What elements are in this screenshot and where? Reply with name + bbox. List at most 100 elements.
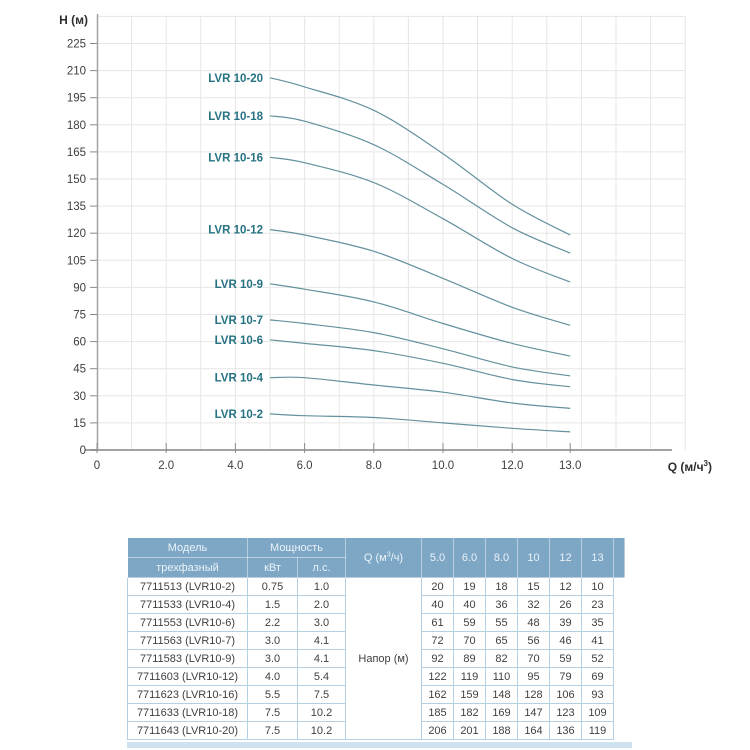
head-value-cell: 72	[421, 631, 454, 650]
table-footer-strip	[127, 742, 632, 748]
head-value-cell: 206	[421, 721, 454, 740]
kw-cell: 0.75	[247, 577, 298, 596]
model-cell: 7711643 (LVR10-20)	[127, 721, 248, 740]
y-tick-label: 225	[67, 39, 86, 51]
hp-cell: 4.1	[297, 631, 346, 650]
y-tick-label: 105	[67, 255, 86, 267]
head-value-cell: 12	[549, 577, 582, 596]
head-value-cell: 92	[421, 649, 454, 668]
head-value-cell: 109	[581, 703, 614, 722]
curve-lvr-10-9	[269, 283, 571, 357]
model-cell: 7711533 (LVR10-4)	[127, 595, 248, 614]
model-cell: 7711623 (LVR10-16)	[127, 685, 248, 704]
head-value-cell: 148	[485, 685, 518, 704]
curve-lvr-10-18	[269, 115, 571, 254]
head-value-cell: 69	[581, 667, 614, 686]
x-axis-title: Q (м/ч3)	[668, 459, 712, 474]
table-row: 7711513 (LVR10-2) 0.75 1.0 Напор (м) 20 19 18 1…	[127, 577, 625, 740]
head-value-cell: 95	[517, 667, 550, 686]
head-value-cell: 79	[549, 667, 582, 686]
hp-cell: 3.0	[297, 613, 346, 632]
y-tick-label: 180	[67, 120, 86, 132]
hp-cell: 10.2	[297, 721, 346, 740]
head-value-cell: 188	[485, 721, 518, 740]
y-tick-label: 150	[67, 174, 86, 186]
y-tick-label: 90	[73, 282, 86, 294]
kw-cell: 7.5	[247, 703, 298, 722]
head-value-cell: 56	[517, 631, 550, 650]
curve-label-lvr-10-18: LVR 10-18	[208, 111, 263, 123]
head-value-cell: 110	[485, 667, 518, 686]
curve-label-lvr-10-7: LVR 10-7	[215, 315, 263, 327]
pump-curves-chart: 0 15 30 45 60 75 90 105 120 135 150 165 180 195 210 225…	[59, 13, 712, 474]
y-tick-label: 75	[73, 310, 86, 322]
hp-cell: 2.0	[297, 595, 346, 614]
y-tick-label: 0	[80, 445, 86, 457]
head-value-cell: 59	[549, 649, 582, 668]
kw-cell: 5.5	[247, 685, 298, 704]
head-value-cell: 20	[421, 577, 454, 596]
head-value-cell: 52	[581, 649, 614, 668]
head-value-cell: 122	[421, 667, 454, 686]
header-q-end: /ч)	[390, 551, 404, 564]
header-flow-8: 8.0	[485, 537, 518, 578]
model-cell: 7711553 (LVR10-6)	[127, 613, 248, 632]
y-tick-label: 120	[67, 228, 86, 240]
head-value-cell: 119	[453, 667, 486, 686]
hp-cell: 10.2	[297, 703, 346, 722]
hp-cell: 4.1	[297, 649, 346, 668]
model-cell: 7711583 (LVR10-9)	[127, 649, 248, 668]
header-power: Мощность	[247, 537, 346, 558]
spec-table: Модель Мощность Q (м3/ч) 5.0 6.0 8.0 10 …	[127, 537, 625, 740]
head-value-cell: 201	[453, 721, 486, 740]
kw-cell: 4.0	[247, 667, 298, 686]
y-tick-label: 210	[67, 66, 86, 78]
head-value-cell: 93	[581, 685, 614, 704]
hp-cell: 7.5	[297, 685, 346, 704]
head-value-cell: 36	[485, 595, 518, 614]
curve-lvr-10-4	[269, 376, 571, 409]
head-value-cell: 119	[581, 721, 614, 740]
head-value-cell: 89	[453, 649, 486, 668]
y-tick-label: 45	[73, 364, 86, 376]
header-q: Q (м3/ч)	[345, 537, 422, 578]
curve-lvr-10-20	[269, 77, 571, 236]
x-tick-label: 2.0	[158, 460, 174, 472]
curve-label-lvr-10-12: LVR 10-12	[208, 225, 263, 237]
head-value-cell: 70	[517, 649, 550, 668]
table-row: 7711623 (LVR10-16) 5.5 7.5 162 159 148 128 106 9…	[127, 685, 625, 704]
head-value-cell: 128	[517, 685, 550, 704]
head-value-cell: 136	[549, 721, 582, 740]
header-flow-13: 13	[581, 537, 614, 578]
x-tick-label: 8.0	[366, 460, 382, 472]
header-filler	[613, 537, 625, 578]
curve-label-lvr-10-4: LVR 10-4	[215, 373, 264, 385]
kw-cell: 3.0	[247, 649, 298, 668]
header-q-sup: 3	[386, 550, 391, 558]
table-row: 7711603 (LVR10-12) 4.0 5.4 122 119 110 95 79 69	[127, 667, 625, 686]
curve-lvr-10-16	[269, 156, 571, 283]
head-value-cell: 48	[517, 613, 550, 632]
spec-table-section: Модель Мощность Q (м3/ч) 5.0 6.0 8.0 10 …	[127, 537, 632, 748]
x-tick-label: 13.0	[559, 460, 581, 472]
header-q-base: Q (м	[363, 551, 387, 564]
head-value-cell: 123	[549, 703, 582, 722]
header-flow-12: 12	[549, 537, 582, 578]
y-tick-label: 135	[67, 201, 86, 213]
head-value-cell: 164	[517, 721, 550, 740]
gridlines	[97, 15, 686, 450]
head-value-cell: 82	[485, 649, 518, 668]
head-value-cell: 162	[421, 685, 454, 704]
head-value-cell: 70	[453, 631, 486, 650]
head-value-cell: 46	[549, 631, 582, 650]
header-flow-5: 5.0	[421, 537, 454, 578]
x-tick-label: 12.0	[501, 460, 523, 472]
head-value-cell: 169	[485, 703, 518, 722]
head-value-cell: 59	[453, 613, 486, 632]
head-value-cell: 55	[485, 613, 518, 632]
table-row: 7711533 (LVR10-4) 1.5 2.0 40 40 36 32 26 23	[127, 595, 625, 614]
hp-cell: 1.0	[297, 577, 346, 596]
y-axis-title: Н (м)	[59, 13, 88, 27]
y-tick-label: 30	[73, 391, 86, 403]
curve-label-lvr-10-2: LVR 10-2	[215, 409, 263, 421]
